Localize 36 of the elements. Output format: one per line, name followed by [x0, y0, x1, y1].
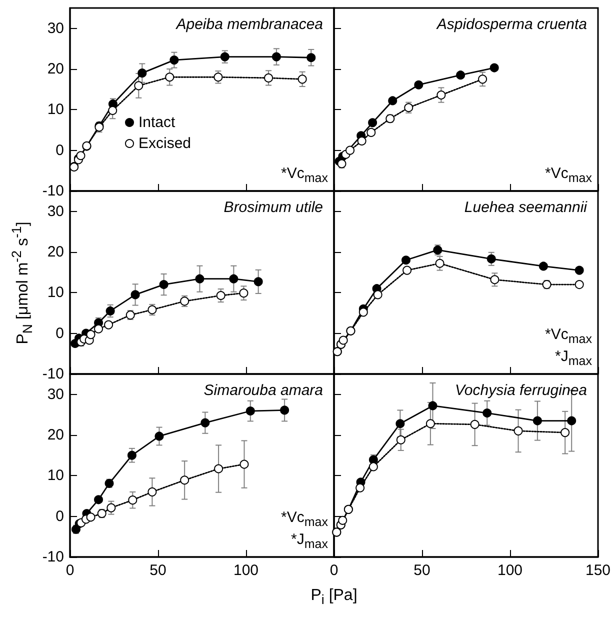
- y-tick-label: -10: [42, 366, 64, 382]
- annotation: *J$_{max}$: [555, 348, 592, 370]
- y-tick-label: -10: [42, 182, 64, 200]
- x-axis-title: P$_{i}$ [Pa]: [310, 587, 358, 608]
- legend-label: Intact: [138, 114, 176, 131]
- annotation: *J$_{max}$: [291, 531, 328, 553]
- y-tick-label: -10: [42, 548, 64, 566]
- annotation: *Vc$_{max}$: [545, 165, 592, 187]
- x-tick-label: 50: [414, 562, 430, 579]
- y-tick-label: 20: [47, 244, 64, 260]
- text: Vochysia ferruginea: [454, 382, 588, 399]
- annotation: *Vc$_{max}$: [545, 326, 592, 348]
- y-tick-label: 0: [56, 142, 64, 159]
- x-tick-label: 50: [150, 562, 166, 579]
- y-tick-label: 0: [56, 508, 64, 525]
- annotation: *Vc$_{max}$: [281, 165, 328, 187]
- y-tick-label: 20: [47, 426, 64, 444]
- text: Aspidosperma cruenta: [436, 16, 588, 33]
- y-tick-label: 10: [47, 101, 64, 118]
- y-tick-label: 0: [56, 324, 64, 342]
- text: Simarouba amara: [204, 382, 324, 399]
- y-tick-label: 30: [47, 386, 64, 403]
- annotation: *Vc$_{max}$: [281, 509, 328, 531]
- y-tick-label: 20: [47, 60, 64, 78]
- y-tick-label: 30: [47, 202, 64, 220]
- text: Brosimum utile: [224, 199, 324, 216]
- x-tick-label: 0: [330, 562, 338, 579]
- y-tick-label: 10: [47, 284, 64, 302]
- x-tick-label: 150: [585, 562, 611, 579]
- x-tick-label: 100: [233, 562, 259, 579]
- y-tick-label: 30: [47, 20, 64, 37]
- text: Apeiba membranacea: [175, 16, 324, 33]
- y-tick-label: 10: [47, 467, 64, 484]
- text: Luehea seemannii: [464, 199, 588, 216]
- x-tick-label: 100: [497, 562, 523, 579]
- legend-label: Excised: [138, 135, 192, 152]
